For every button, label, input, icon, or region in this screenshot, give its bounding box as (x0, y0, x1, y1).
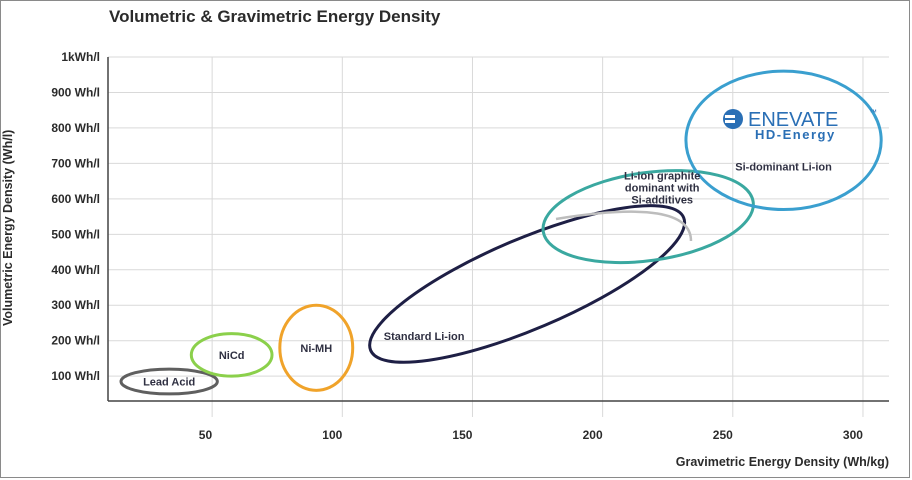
region-label: Standard Li-ion (384, 331, 465, 343)
enevate-logo-mark (725, 115, 735, 118)
enevate-trademark: ™ (869, 108, 877, 117)
enevate-logo: ENEVATE ™ HD-Energy (723, 108, 877, 142)
region-labels: Lead Acid NiCd Ni-MH Standard Li-ion Li-ion … (143, 161, 832, 388)
y-tick-label: 100 Wh/l (51, 369, 100, 383)
x-tick-label: 300 (843, 428, 863, 442)
x-tick-label: 50 (199, 428, 213, 442)
energy-regions (119, 69, 883, 396)
region-ellipse (119, 367, 219, 396)
y-tick-label: 400 Wh/l (51, 263, 100, 277)
enevate-brand: ENEVATE (748, 109, 838, 131)
y-tick-label: 700 Wh/l (51, 156, 100, 170)
x-tick-label: 150 (452, 428, 472, 442)
y-tick-label: 200 Wh/l (51, 334, 100, 348)
y-tick-label: 800 Wh/l (51, 121, 100, 135)
x-axis-label: Gravimetric Energy Density (Wh/kg) (675, 455, 889, 469)
x-tick-label: 100 (322, 428, 342, 442)
region-ellipse (278, 303, 355, 392)
region-label: Lead Acid (143, 376, 195, 388)
enevate-logo-mark (725, 120, 735, 123)
region-ellipse (368, 204, 687, 364)
y-tick-label: 600 Wh/l (51, 192, 100, 206)
y-tick-label: 500 Wh/l (51, 227, 100, 241)
region-label: NiCd (219, 350, 245, 362)
chart-title: Volumetric & Gravimetric Energy Density (109, 7, 441, 26)
enevate-logo-icon (723, 109, 743, 129)
region-ellipse (541, 169, 755, 265)
region-ellipse (684, 69, 883, 211)
region-label: dominant with (625, 183, 700, 195)
x-tick-label: 250 (713, 428, 733, 442)
region-label: Ni-MH (300, 343, 332, 355)
axes (107, 57, 889, 402)
x-tick-label: 200 (583, 428, 603, 442)
overlap-arc (555, 210, 693, 242)
y-tick-label: 1kWh/l (61, 50, 100, 64)
tick-labels: 100 Wh/l 200 Wh/l 300 Wh/l 400 Wh/l 500 Wh/l… (51, 50, 863, 442)
region-label: Si-dominant Li-ion (735, 161, 832, 173)
y-tick-label: 300 Wh/l (51, 298, 100, 312)
region-ellipse (189, 332, 274, 378)
region-label: Si-additives (631, 195, 693, 207)
region-label: Li-ion graphite (624, 171, 700, 183)
y-tick-label: 900 Wh/l (51, 85, 100, 99)
enevate-subbrand: HD-Energy (755, 127, 836, 142)
